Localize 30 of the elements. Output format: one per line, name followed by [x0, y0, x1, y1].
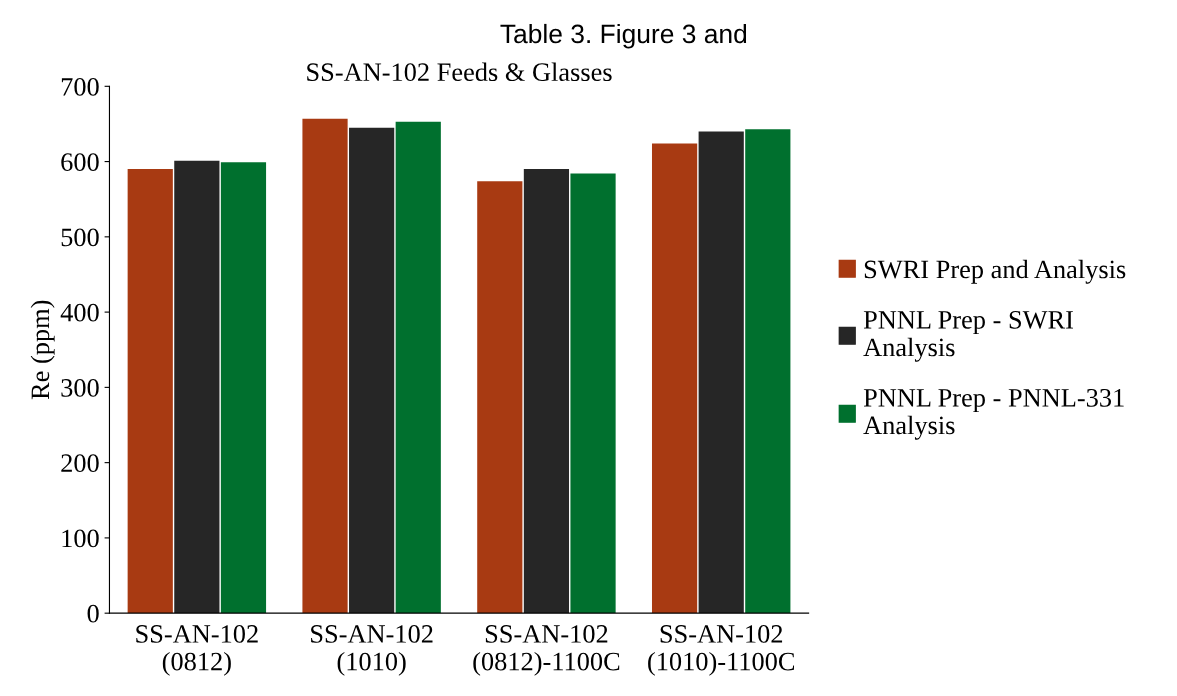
y-tick-label: 0 — [87, 604, 99, 623]
x-tick-label: SS-AN-102 (0812) — [136, 625, 258, 676]
bar — [523, 169, 570, 614]
chart-subtitle: SS-AN-102 Feeds & Glasses — [307, 62, 612, 82]
y-tick-label: 400 — [60, 303, 99, 322]
y-tick-label: 300 — [61, 378, 99, 397]
legend-label: SWRI Prep and Analysis — [864, 259, 1126, 284]
bar — [477, 181, 523, 614]
legend-label: PNNL Prep - PNNL-331 Analysis — [863, 388, 1124, 440]
bar — [698, 131, 744, 614]
legend-label: PNNL Prep - SWRI Analysis — [863, 310, 1073, 362]
x-tick-label: SS-AN-102 (1010)-1100C — [648, 625, 795, 676]
y-tick-label: 500 — [61, 228, 99, 247]
x-tick-label: SS-AN-102 (1010) — [311, 625, 433, 676]
y-tick-label: 700 — [61, 77, 99, 96]
y-tick-label: 100 — [62, 529, 99, 548]
bar — [570, 173, 616, 614]
bar — [220, 162, 267, 614]
chart-title: Table 3. Figure 3 and — [500, 23, 747, 49]
bar — [395, 121, 441, 614]
bar — [174, 160, 220, 614]
y-tick-label: 600 — [61, 153, 99, 171]
bar — [745, 129, 791, 614]
x-tick-label: SS-AN-102 (0812)-1100C — [473, 625, 620, 676]
y-tick-label: 200 — [61, 454, 99, 473]
bar — [651, 143, 698, 614]
bar — [349, 127, 395, 614]
bar — [302, 118, 348, 614]
y-axis-title: Re (ppm) — [30, 300, 55, 400]
bar — [127, 169, 173, 614]
